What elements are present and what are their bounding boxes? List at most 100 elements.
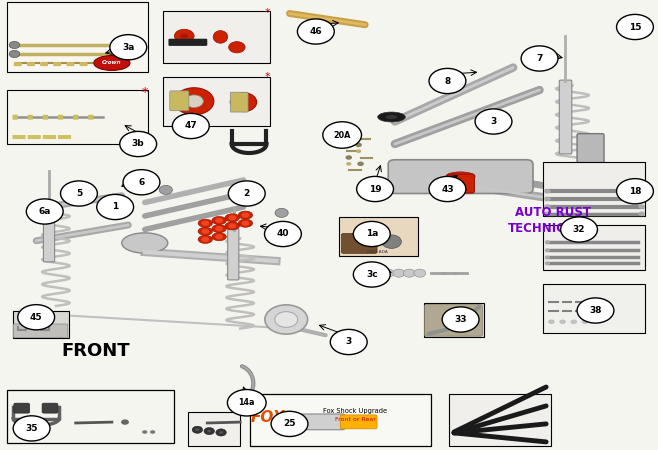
- Text: 3: 3: [490, 117, 497, 126]
- Text: 3c: 3c: [366, 270, 378, 279]
- FancyBboxPatch shape: [80, 62, 88, 66]
- Circle shape: [219, 431, 223, 434]
- Circle shape: [215, 234, 223, 239]
- FancyBboxPatch shape: [424, 305, 482, 336]
- FancyBboxPatch shape: [14, 62, 22, 66]
- Text: *: *: [141, 86, 148, 99]
- Circle shape: [355, 143, 362, 147]
- Ellipse shape: [212, 216, 226, 225]
- FancyBboxPatch shape: [447, 174, 474, 193]
- Circle shape: [201, 237, 209, 242]
- Circle shape: [61, 181, 97, 206]
- Circle shape: [26, 199, 63, 224]
- FancyBboxPatch shape: [342, 234, 377, 253]
- Circle shape: [544, 189, 551, 194]
- Circle shape: [638, 189, 645, 194]
- Circle shape: [475, 109, 512, 134]
- Circle shape: [638, 197, 645, 201]
- Circle shape: [18, 305, 55, 330]
- FancyBboxPatch shape: [388, 160, 533, 194]
- FancyBboxPatch shape: [230, 92, 248, 112]
- Circle shape: [403, 269, 415, 277]
- Circle shape: [545, 240, 550, 244]
- Text: 5: 5: [76, 189, 82, 198]
- Circle shape: [201, 220, 209, 226]
- FancyBboxPatch shape: [188, 412, 240, 446]
- Circle shape: [442, 307, 479, 332]
- Ellipse shape: [198, 227, 213, 235]
- Text: OMIX-ADA: OMIX-ADA: [367, 250, 389, 253]
- FancyBboxPatch shape: [340, 415, 377, 429]
- FancyBboxPatch shape: [163, 76, 270, 126]
- FancyBboxPatch shape: [42, 403, 58, 413]
- Circle shape: [120, 131, 157, 157]
- Circle shape: [228, 181, 265, 206]
- FancyBboxPatch shape: [228, 229, 239, 280]
- FancyBboxPatch shape: [170, 91, 189, 111]
- Text: *: *: [265, 8, 270, 18]
- FancyBboxPatch shape: [577, 134, 604, 172]
- Circle shape: [382, 269, 394, 277]
- Text: 33: 33: [455, 315, 467, 324]
- Ellipse shape: [378, 112, 405, 122]
- Circle shape: [343, 136, 350, 141]
- Circle shape: [353, 262, 390, 287]
- FancyBboxPatch shape: [73, 115, 78, 120]
- Text: 43: 43: [441, 184, 454, 194]
- Ellipse shape: [212, 233, 226, 241]
- Ellipse shape: [94, 55, 130, 70]
- Circle shape: [544, 204, 551, 209]
- FancyBboxPatch shape: [13, 324, 68, 338]
- Circle shape: [275, 208, 288, 217]
- Ellipse shape: [446, 172, 475, 181]
- FancyBboxPatch shape: [43, 135, 56, 139]
- FancyBboxPatch shape: [250, 394, 431, 446]
- Text: 1a: 1a: [366, 230, 378, 238]
- Circle shape: [544, 197, 551, 201]
- Text: 20A: 20A: [334, 130, 351, 140]
- Circle shape: [9, 50, 20, 58]
- Circle shape: [545, 256, 550, 259]
- FancyBboxPatch shape: [7, 390, 174, 443]
- Ellipse shape: [180, 33, 188, 39]
- Circle shape: [271, 411, 308, 436]
- Circle shape: [192, 426, 203, 433]
- Circle shape: [356, 149, 361, 153]
- Ellipse shape: [229, 42, 245, 53]
- Ellipse shape: [198, 235, 213, 243]
- Ellipse shape: [212, 225, 226, 233]
- Ellipse shape: [225, 214, 240, 222]
- Text: 14a: 14a: [238, 398, 255, 407]
- Circle shape: [204, 428, 215, 435]
- Ellipse shape: [275, 311, 297, 328]
- Circle shape: [414, 269, 426, 277]
- FancyBboxPatch shape: [43, 202, 55, 262]
- Circle shape: [353, 221, 390, 247]
- Circle shape: [97, 194, 134, 220]
- Circle shape: [617, 14, 653, 40]
- FancyBboxPatch shape: [58, 115, 63, 120]
- FancyBboxPatch shape: [280, 414, 345, 430]
- Circle shape: [582, 320, 588, 324]
- Text: 47: 47: [184, 122, 197, 130]
- Circle shape: [9, 41, 20, 49]
- Circle shape: [345, 155, 352, 160]
- Circle shape: [123, 170, 160, 195]
- Text: 6a: 6a: [39, 207, 51, 216]
- FancyBboxPatch shape: [88, 115, 93, 120]
- FancyBboxPatch shape: [66, 62, 74, 66]
- Circle shape: [265, 221, 301, 247]
- Ellipse shape: [122, 233, 168, 253]
- Circle shape: [195, 428, 199, 431]
- Circle shape: [297, 19, 334, 44]
- Circle shape: [110, 35, 147, 60]
- Text: 35: 35: [26, 424, 38, 433]
- FancyBboxPatch shape: [7, 90, 148, 144]
- FancyBboxPatch shape: [40, 62, 48, 66]
- FancyBboxPatch shape: [14, 403, 30, 413]
- Ellipse shape: [174, 29, 194, 43]
- Circle shape: [548, 320, 555, 324]
- Circle shape: [215, 226, 223, 231]
- Circle shape: [521, 46, 558, 71]
- Text: 3: 3: [345, 338, 352, 346]
